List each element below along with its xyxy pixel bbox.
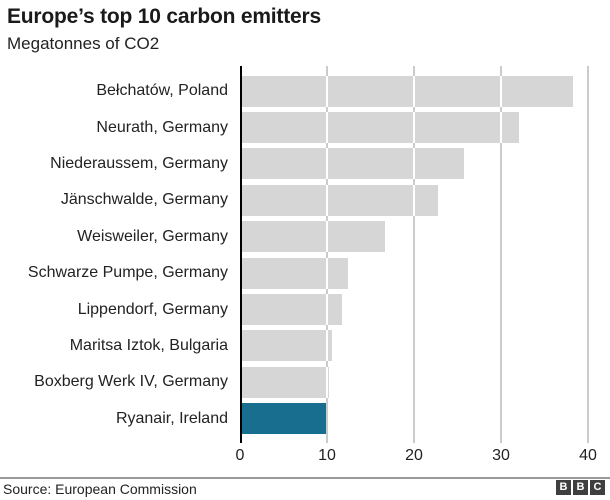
bar-track (240, 148, 610, 180)
chart-row: Lippendorf, Germany (0, 291, 610, 327)
bar-label: Boxberg Werk IV, Germany (34, 373, 228, 391)
highlight-bar (242, 403, 327, 435)
bbc-logo-block: B (556, 480, 571, 495)
chart-row: Weisweiler, Germany (0, 219, 610, 255)
bar-gridline-overlay (326, 294, 328, 326)
bar-label: Niederaussem, Germany (50, 154, 228, 172)
bar (242, 112, 520, 144)
footer-divider (0, 477, 610, 479)
bar-label: Bełchatów, Poland (96, 82, 228, 100)
bar-gridline-overlay (326, 184, 328, 216)
chart-row: Boxberg Werk IV, Germany (0, 364, 610, 400)
y-axis-line (240, 66, 242, 443)
bar-track (240, 403, 610, 435)
bar-gridline-overlay (413, 148, 415, 180)
bar-label: Ryanair, Ireland (115, 409, 228, 427)
chart-row: Bełchatów, Poland (0, 73, 610, 109)
bar-track (240, 294, 610, 326)
bar (242, 257, 348, 289)
bar-gridline-overlay (413, 112, 415, 144)
chart-row: Maritsa Iztok, Bulgaria (0, 328, 610, 364)
bar (242, 294, 342, 326)
bar-gridline-overlay (326, 366, 328, 398)
bar-track (240, 257, 610, 289)
chart-row: Jänschwalde, Germany (0, 182, 610, 218)
x-tick-label: 0 (235, 447, 245, 464)
bar-gridline-overlay (413, 184, 415, 216)
x-tick-label: 30 (492, 447, 510, 464)
bar-track (240, 184, 610, 216)
bar-gridline-overlay (326, 330, 328, 362)
gridline (587, 66, 589, 443)
bar (242, 366, 329, 398)
bar-track (240, 221, 610, 253)
bar (242, 221, 386, 253)
bar-gridline-overlay (326, 221, 328, 253)
bar-gridline-overlay (500, 112, 502, 144)
chart-row: Schwarze Pumpe, Germany (0, 255, 610, 291)
bar-gridline-overlay (326, 112, 328, 144)
bar-label: Neurath, Germany (96, 118, 228, 136)
bar-label: Maritsa Iztok, Bulgaria (69, 336, 228, 354)
chart-row: Niederaussem, Germany (0, 146, 610, 182)
bar-label: Lippendorf, Germany (77, 300, 228, 318)
bbc-logo-block: B (573, 480, 588, 495)
bar-rows: Bełchatów, Poland Neurath, Germany Niedera… (0, 73, 610, 437)
gridline (500, 66, 502, 443)
gridline (413, 66, 415, 443)
gridline (326, 66, 328, 443)
bar-gridline-overlay (500, 75, 502, 107)
bar-gridline-overlay (413, 75, 415, 107)
x-tick-label: 10 (318, 447, 336, 464)
x-tick-label: 40 (579, 447, 597, 464)
bar-track (240, 330, 610, 362)
bar-gridline-overlay (326, 148, 328, 180)
chart-subtitle: Megatonnes of CO2 (7, 34, 160, 53)
bar (242, 148, 465, 180)
bar-gridline-overlay (326, 257, 328, 289)
x-tick-label: 20 (405, 447, 423, 464)
bar-track (240, 112, 610, 144)
chart-row: Neurath, Germany (0, 109, 610, 145)
bar (242, 75, 574, 107)
bar-track (240, 366, 610, 398)
bar (242, 184, 439, 216)
bar (242, 330, 333, 362)
bbc-logo-block: C (590, 480, 605, 495)
page-title: Europe’s top 10 carbon emitters (7, 5, 321, 28)
source-text: Source: European Commission (3, 481, 197, 497)
chart-row: Ryanair, Ireland (0, 401, 610, 437)
bar-label: Schwarze Pumpe, Germany (27, 264, 228, 282)
bar-label: Jänschwalde, Germany (60, 191, 228, 209)
plot-area: Bełchatów, Poland Neurath, Germany Niedera… (0, 66, 610, 466)
bar-track (240, 75, 610, 107)
bar-label: Weisweiler, Germany (77, 227, 228, 245)
bar-gridline-overlay (326, 75, 328, 107)
